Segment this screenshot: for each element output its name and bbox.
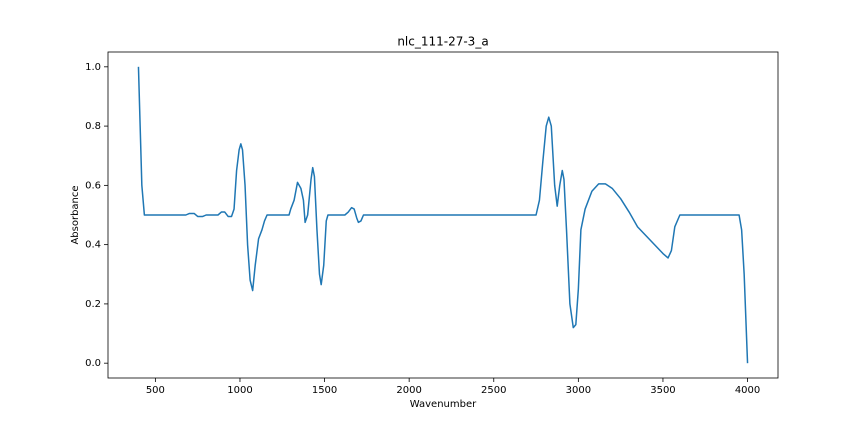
y-tick-label: 0.6 [85,180,101,191]
y-tick-label: 1.0 [85,62,101,73]
x-tick-label: 2000 [396,385,421,396]
y-tick-label: 0.2 [85,299,101,310]
x-tick-label: 500 [146,385,165,396]
x-tick-label: 3500 [650,385,675,396]
y-tick-label: 0.0 [85,358,101,369]
x-tick-label: 3000 [566,385,591,396]
y-axis-label: Absorbance [70,185,81,244]
x-axis-label: Wavenumber [410,399,477,410]
plot-frame [107,51,779,379]
y-tick-label: 0.4 [85,240,101,251]
x-tick-label: 4000 [735,385,760,396]
x-tick-label: 1000 [227,385,252,396]
line-series [137,66,749,364]
x-tick-label: 1500 [312,385,337,396]
y-tick-label: 0.8 [85,121,101,132]
x-tick-label: 2500 [481,385,506,396]
chart-title: nlc_111-27-3_a [397,35,488,49]
